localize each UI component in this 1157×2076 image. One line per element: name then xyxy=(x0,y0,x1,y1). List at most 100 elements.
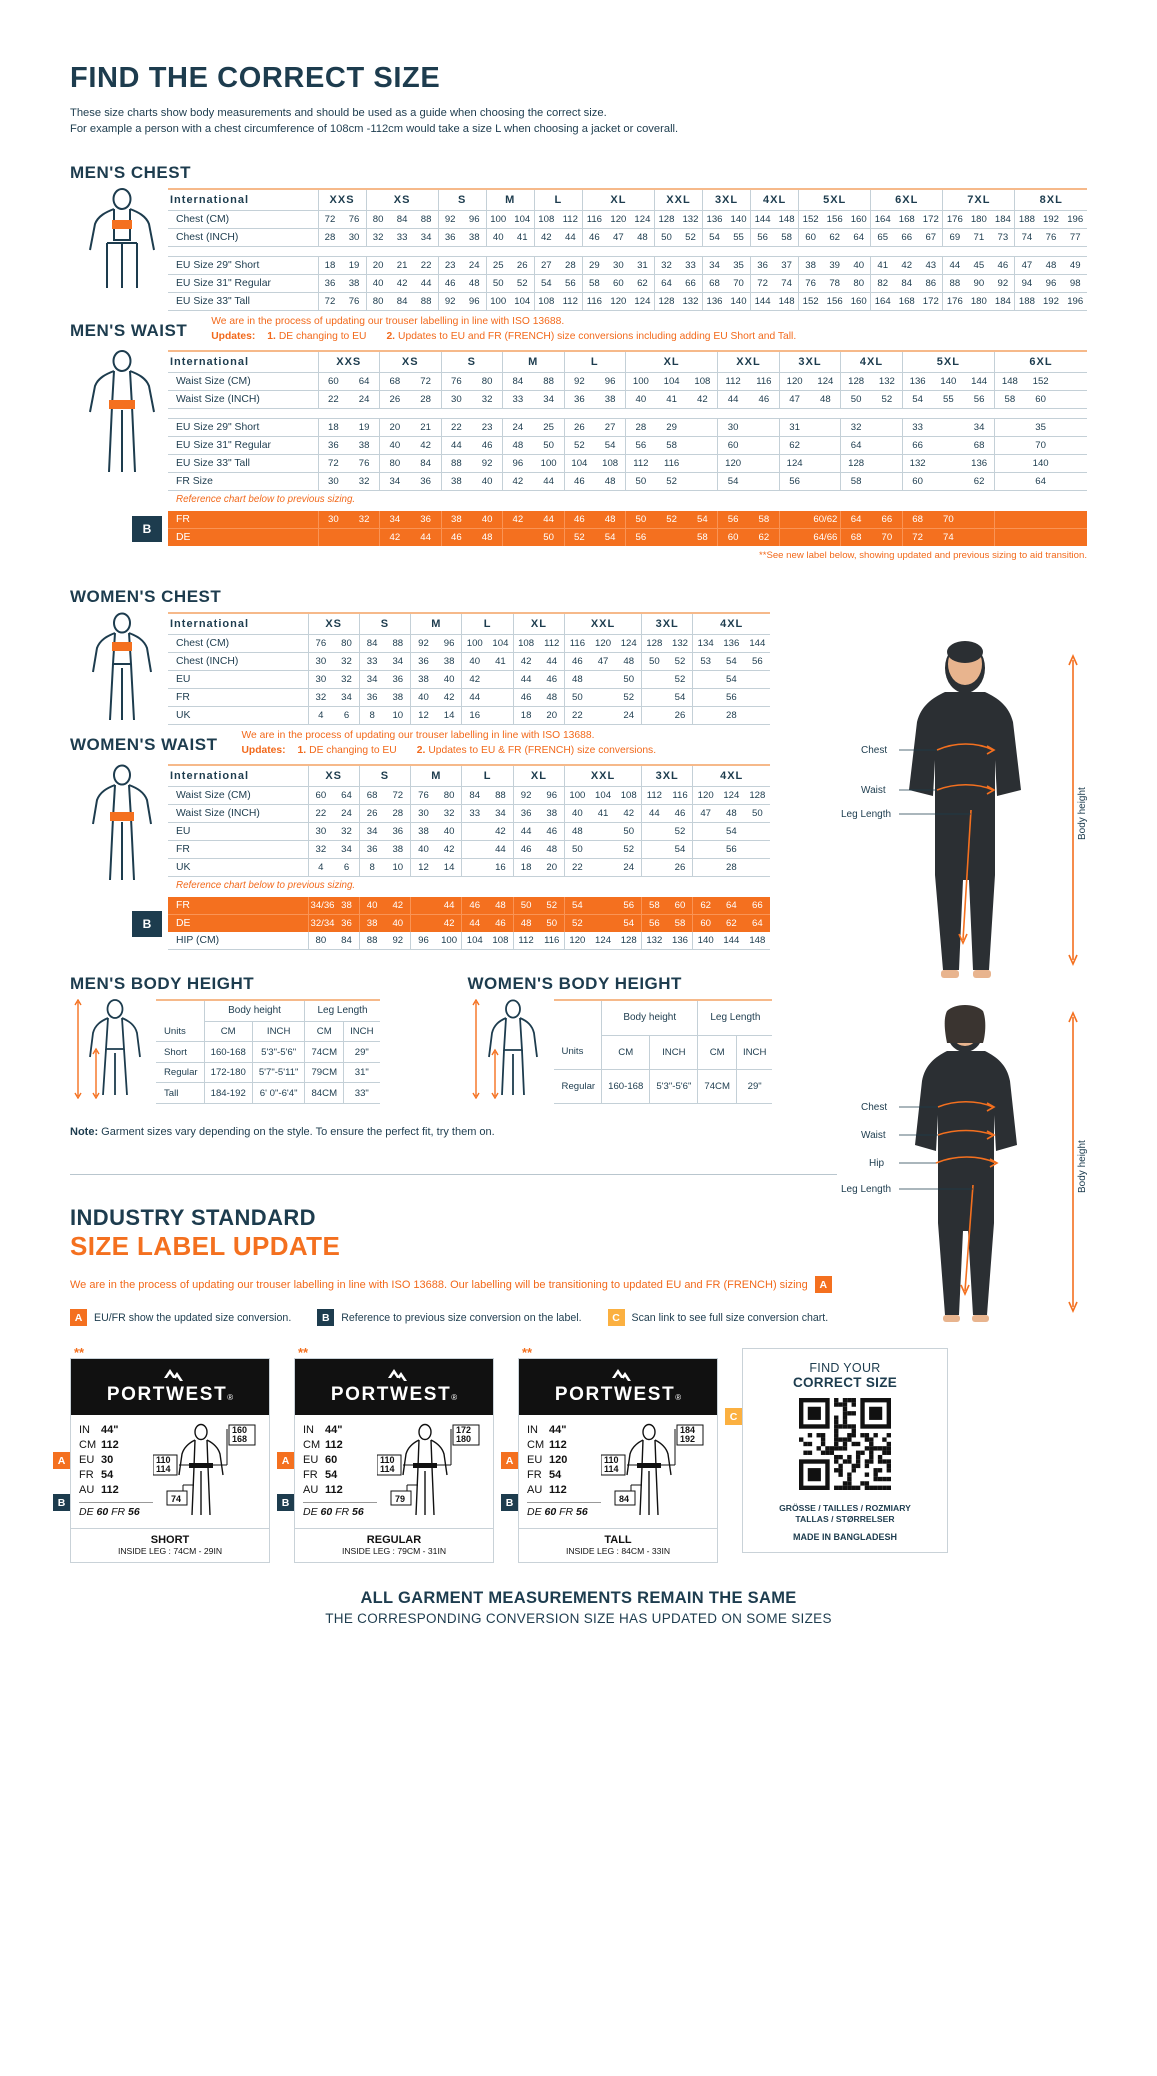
cell: 76 xyxy=(342,292,367,311)
cell: 50 xyxy=(615,670,642,689)
row-label: Waist Size (INCH) xyxy=(168,804,308,823)
cell: 108 xyxy=(533,210,559,229)
cell: 16 xyxy=(461,706,488,725)
cell: 42 xyxy=(687,390,718,409)
cell: 24 xyxy=(502,418,534,437)
cell: 76 xyxy=(348,454,380,473)
cell: 45 xyxy=(966,256,991,275)
qr-card[interactable]: FIND YOUR CORRECT SIZE GRÖSSE / TAILLES / … xyxy=(742,1348,948,1553)
cell xyxy=(744,706,770,725)
womens-height-figure xyxy=(468,998,554,1104)
cell: 50 xyxy=(533,436,564,455)
row-label: FR xyxy=(168,840,308,859)
cell: 96 xyxy=(1038,274,1063,293)
cell: 52 xyxy=(656,472,687,491)
womens-chest-table-wrap: International XS S M L XL XXL 3XL 4XL Chest (CM) 7… xyxy=(168,612,770,725)
bh-unit: CM xyxy=(304,1021,344,1043)
cell: 196 xyxy=(1062,210,1087,229)
size-header-6xl: 6XL xyxy=(870,188,943,211)
cell: 46 xyxy=(437,274,463,293)
cell: 92 xyxy=(384,932,411,950)
mens-chest-block: International XXS XS S M L XL XXL 3XL 4XL 5XL 6XL 7X… xyxy=(70,188,1087,311)
cell: 28 xyxy=(558,256,583,275)
bh-row-label: Tall xyxy=(156,1082,205,1104)
bh-units-label: Units xyxy=(156,1021,205,1043)
cell: 36 xyxy=(317,436,349,455)
cell: 58 xyxy=(641,897,668,915)
cell: 48 xyxy=(1038,256,1063,275)
cell xyxy=(994,418,1026,437)
cell: 140 xyxy=(692,932,719,950)
cell: 148 xyxy=(774,292,799,311)
cell: 24 xyxy=(348,390,380,409)
bh-row: Regular 160-168 5'3"-5'6" 74CM 29" xyxy=(553,1069,773,1105)
cell: 27 xyxy=(594,418,626,437)
cell xyxy=(933,472,964,491)
cell: 96 xyxy=(462,210,487,229)
row-label: HIP (CM) xyxy=(168,932,308,950)
cell: 64 xyxy=(348,372,380,391)
cell: 48 xyxy=(538,840,565,859)
cell: 120 xyxy=(692,786,719,805)
cell: 56 xyxy=(625,528,657,546)
size-header-3xl: 3XL xyxy=(701,188,751,211)
cell: 19 xyxy=(342,256,367,275)
cell xyxy=(590,897,616,915)
label-code-fr: FR 54 xyxy=(527,1468,601,1483)
cell xyxy=(963,511,995,529)
cell: 21 xyxy=(390,256,415,275)
cell: 144 xyxy=(744,634,770,653)
cell: 36 xyxy=(317,274,343,293)
cell: 46 xyxy=(512,840,539,859)
model-illustrations: Chest Waist Leg Length Body height xyxy=(837,640,1088,1346)
cell: 66 xyxy=(894,228,919,247)
row-label: FR xyxy=(168,688,308,707)
code-value: 60 xyxy=(325,1454,338,1466)
cell xyxy=(744,822,770,841)
cell: 64 xyxy=(333,786,360,805)
cell: 108 xyxy=(687,372,718,391)
cell: 42 xyxy=(502,472,534,491)
cell: 8 xyxy=(358,858,385,877)
cell xyxy=(487,688,514,707)
table-row: Waist Size (CM) 60 64 68 72 76 80 84 88 92 96 100 10… xyxy=(168,786,770,805)
size-header-s: S xyxy=(440,350,503,373)
cell: 104 xyxy=(510,292,535,311)
cell: 88 xyxy=(440,454,472,473)
cell: 86 xyxy=(918,274,943,293)
prev-fr-label: FR xyxy=(111,1506,126,1518)
cell xyxy=(778,528,810,546)
prev-fr-value: 56 xyxy=(128,1506,140,1518)
table-header-row: International XS S M L XL XXL 3XL 4XL xyxy=(168,764,770,787)
cell: 84 xyxy=(502,372,534,391)
table-row: FR 32 34 36 38 40 42 44 46 48 50 52 54 56 xyxy=(168,840,770,859)
code-value: 112 xyxy=(101,1484,119,1496)
size-header-xl: XL xyxy=(512,764,565,787)
cell: 32 xyxy=(436,804,462,823)
cell: 58 xyxy=(748,511,780,529)
code-key: EU xyxy=(527,1454,543,1466)
column-header-label: International xyxy=(168,612,308,635)
womens-chest-table: International XS S M L XL XXL 3XL 4XL Chest (CM) 7… xyxy=(168,612,770,725)
cell: 24 xyxy=(615,858,642,877)
update-2-num: 2. xyxy=(386,330,396,342)
mens-height-figure xyxy=(70,998,156,1104)
cell: 108 xyxy=(615,786,642,805)
cell: 80 xyxy=(436,786,462,805)
cell: 44 xyxy=(414,274,439,293)
mens-waist-badge-col: B xyxy=(70,511,168,546)
fig-waist-2: 114 xyxy=(604,1464,619,1474)
cell xyxy=(1056,436,1087,455)
cell: 96 xyxy=(410,932,437,950)
cell: 124 xyxy=(630,292,655,311)
size-header-m: M xyxy=(502,350,564,373)
cell: 34 xyxy=(379,511,411,529)
cell: 134 xyxy=(692,634,719,653)
cell: 34 xyxy=(379,472,411,491)
qr-code-icon[interactable] xyxy=(799,1398,891,1490)
code-value: 120 xyxy=(549,1454,568,1466)
row-label: EU xyxy=(168,822,308,841)
womens-waist-updates: Updates: 1. DE changing to EU 2. Updates… xyxy=(241,744,656,759)
cell xyxy=(687,418,718,437)
cell xyxy=(994,528,1026,546)
